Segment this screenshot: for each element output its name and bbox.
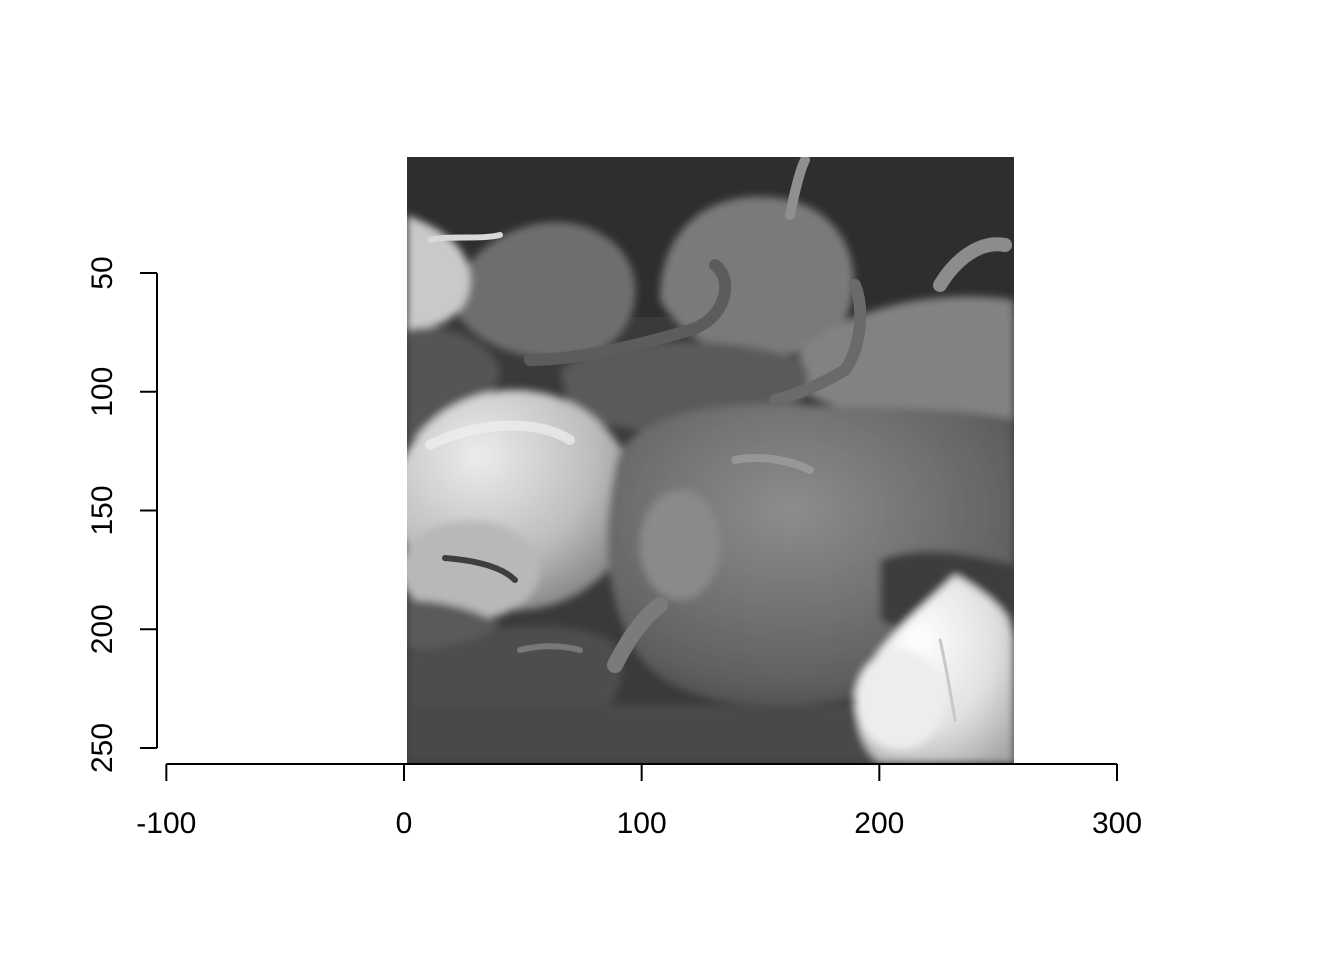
x-tick-label: -100 [136, 807, 196, 840]
x-tick-label: 200 [854, 807, 904, 840]
y-tick-label: 200 [86, 604, 119, 654]
x-tick-label: 300 [1092, 807, 1142, 840]
y-tick-label: 100 [86, 367, 119, 417]
x-axis: -100 0 100 200 300 [136, 763, 1142, 840]
pepper-image [407, 157, 1014, 763]
y-axis: 50 100 150 200 250 [86, 256, 158, 773]
y-tick-label: 250 [86, 723, 119, 773]
y-tick-label: 150 [86, 485, 119, 535]
x-tick-label: 0 [396, 807, 413, 840]
x-tick-label: 100 [617, 807, 667, 840]
y-tick-label: 50 [86, 256, 119, 289]
